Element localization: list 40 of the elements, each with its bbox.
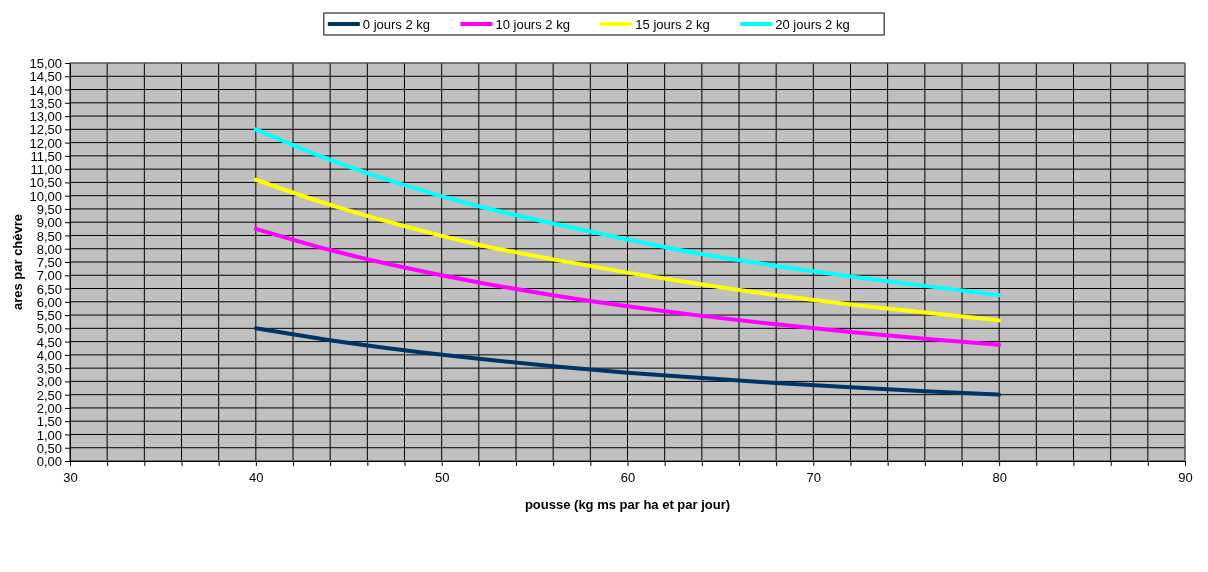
- y-tick-label: 7,50: [36, 255, 62, 271]
- y-tick-label: 14,00: [29, 82, 62, 98]
- x-axis-title: pousse (kg ms par ha et par jour): [524, 497, 731, 512]
- y-tick-label: 14,50: [29, 69, 62, 85]
- y-tick-label: 12,50: [29, 122, 62, 138]
- line-series: [253, 326, 1002, 397]
- y-tick-label: 1,50: [36, 414, 62, 430]
- y-tick-label: 13,00: [29, 109, 62, 125]
- x-tick-label: 30: [63, 470, 78, 485]
- line-series: [253, 226, 1002, 347]
- y-tick-label: 5,50: [36, 308, 62, 324]
- y-tick-label: 4,50: [36, 334, 62, 350]
- line-series: [253, 177, 1002, 323]
- y-tick-label: 9,00: [36, 215, 62, 231]
- y-tick-label: 3,50: [36, 361, 62, 377]
- y-tick-label: 11,00: [30, 162, 62, 178]
- y-tick-label: 10,50: [29, 175, 62, 191]
- legend-label: 0 jours 2 kg: [362, 17, 431, 32]
- line-series: [253, 127, 1002, 298]
- x-tick-label: 60: [620, 470, 636, 485]
- y-tick-label: 8,50: [36, 228, 62, 244]
- legend-label: 10 jours 2 kg: [495, 17, 570, 32]
- x-tick-label: 70: [806, 470, 822, 485]
- y-tick-label: 15,00: [29, 56, 62, 72]
- y-tick-label: 10,00: [29, 188, 62, 204]
- y-tick-label: 2,50: [36, 387, 62, 403]
- y-tick-label: 5,00: [36, 321, 62, 337]
- y-tick-label: 0,00: [36, 454, 62, 470]
- y-axis-title: ares par chèvre: [10, 213, 25, 311]
- legend-label: 15 jours 2 kg: [635, 17, 710, 32]
- x-tick-label: 80: [992, 470, 1007, 485]
- x-tick-label: 40: [249, 470, 264, 485]
- y-tick-label: 7,00: [36, 268, 62, 284]
- x-tick-label: 50: [434, 470, 450, 485]
- y-tick-label: 12,00: [29, 135, 62, 151]
- y-tick-label: 6,50: [36, 281, 62, 297]
- legend-label: 20 jours 2 kg: [775, 17, 850, 32]
- y-tick-label: 3,00: [36, 374, 62, 390]
- x-tick-label: 90: [1178, 470, 1193, 485]
- y-tick-label: 1,00: [36, 427, 62, 443]
